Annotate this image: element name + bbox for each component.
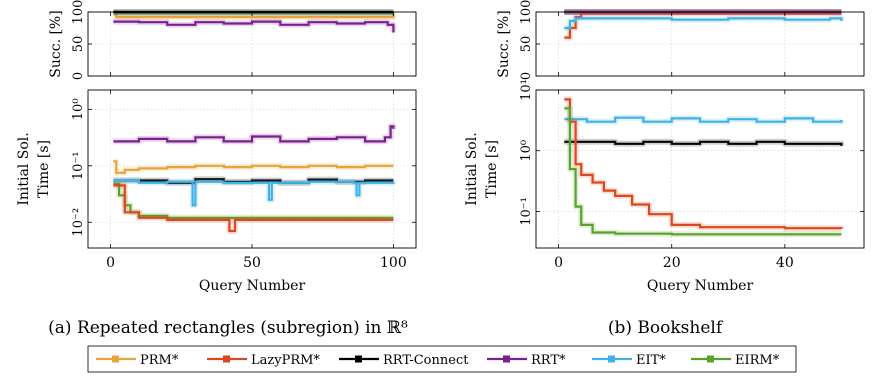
y-tick-label: 0 xyxy=(71,72,86,80)
series-band-EIRM* xyxy=(564,105,842,238)
legend-marker-RRT* xyxy=(503,355,510,363)
series-line-LazyPRM* xyxy=(564,12,842,39)
legend-label-PRM*: PRM* xyxy=(140,353,179,368)
panel-b-success: 0 50 100 Succ. [%] xyxy=(496,0,865,80)
legend-marker-LazyPRM* xyxy=(223,355,230,363)
series-line-RRT-Connect xyxy=(564,140,843,146)
x-axis-label: Query Number xyxy=(199,278,306,294)
legend-marker-EIRM* xyxy=(707,355,714,363)
y-axis-label: Succ. [%] xyxy=(48,10,64,77)
y-tick-label: 50 xyxy=(71,36,86,53)
series-line-EIT* xyxy=(113,179,395,207)
panel-a-time: 10⁻² 10⁻¹ 10⁰ 0 50 100 Initial Sol. Time [s] Que… xyxy=(16,89,417,294)
legend-box xyxy=(87,345,797,373)
x-tick-label: 50 xyxy=(243,255,261,271)
panels: 0 50 100 Succ. [%] 10⁻² 10⁻¹ 10⁰ 0 50 100 Initial … xyxy=(16,0,865,294)
series-line-LazyPRM* xyxy=(113,184,394,233)
y-axis-label-line2: Time [s] xyxy=(36,140,52,198)
series-band-EIT* xyxy=(113,177,397,209)
legend-label-RRT-Connect: RRT-Connect xyxy=(383,353,469,368)
y-axis-label-line1: Initial Sol. xyxy=(464,132,480,205)
caption-b: (b) Bookshelf xyxy=(608,318,724,338)
y-tick-label: 10¹ xyxy=(519,79,534,101)
series-line-EIRM* xyxy=(113,182,394,219)
y-tick-label: 10⁻¹ xyxy=(71,151,86,180)
legend-marker-EIT* xyxy=(608,355,615,363)
legend-marker-RRT-Connect xyxy=(355,355,362,363)
series-line-RRT* xyxy=(113,20,395,33)
legend: PRM* LazyPRM* RRT-Connect RRT* EIT* EIRM* xyxy=(87,345,797,373)
series-line-EIRM* xyxy=(564,107,842,236)
caption-a: (a) Repeated rectangles (subregion) in ℝ… xyxy=(48,318,408,338)
legend-marker-PRM* xyxy=(112,355,119,363)
y-tick-label: 100 xyxy=(519,0,534,24)
y-tick-label: 0 xyxy=(519,72,534,80)
series-line-EIT* xyxy=(564,116,843,123)
legend-label-RRT*: RRT* xyxy=(531,353,566,368)
y-axis-label-line2: Time [s] xyxy=(484,140,500,198)
y-tick-label: 10⁻¹ xyxy=(519,197,534,226)
y-tick-label: 10⁰ xyxy=(71,98,86,120)
x-tick-label: 20 xyxy=(663,255,681,271)
series-band-LazyPRM* xyxy=(113,182,394,234)
series-line-EIT* xyxy=(564,17,843,30)
plot-frame xyxy=(535,89,865,249)
legend-label-EIRM*: EIRM* xyxy=(735,353,780,368)
grid xyxy=(88,90,416,248)
y-tick-label: 50 xyxy=(519,36,534,53)
y-tick-label: 10⁰ xyxy=(519,140,534,162)
x-tick-label: 0 xyxy=(106,255,115,271)
x-tick-label: 40 xyxy=(776,255,794,271)
series-line-PRM* xyxy=(113,160,394,174)
y-tick-label: 10⁻² xyxy=(71,208,86,237)
y-axis-label-line1: Initial Sol. xyxy=(16,132,32,205)
legend-label-LazyPRM*: LazyPRM* xyxy=(251,353,320,368)
panel-b-time: 10⁻¹ 10⁰ 10¹ 0 20 40 Initial Sol. Time [s] Query… xyxy=(464,79,865,294)
y-axis-label: Succ. [%] xyxy=(496,10,512,77)
x-tick-label: 0 xyxy=(554,255,563,271)
x-tick-label: 100 xyxy=(380,255,407,271)
series-band-EIRM* xyxy=(113,180,394,221)
x-axis-label: Query Number xyxy=(647,278,754,294)
series-line-RRT* xyxy=(113,125,395,143)
y-tick-label: 100 xyxy=(71,0,86,24)
legend-label-EIT*: EIT* xyxy=(636,353,666,368)
panel-a-success: 0 50 100 Succ. [%] xyxy=(48,0,417,80)
series-line-LazyPRM* xyxy=(564,98,843,230)
